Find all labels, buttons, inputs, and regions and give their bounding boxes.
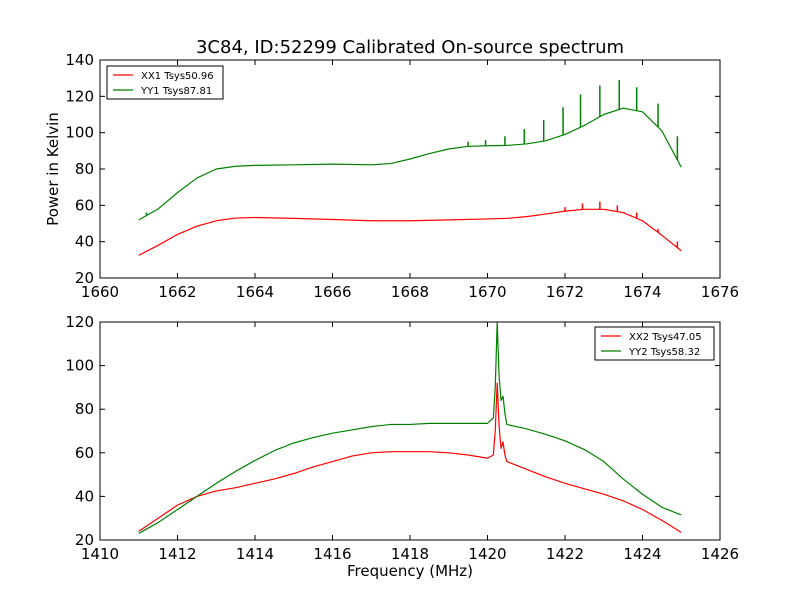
x-tick-label: 1676 (701, 283, 739, 301)
y-tick-label: 60 (75, 196, 94, 214)
y-tick-label: 100 (65, 357, 94, 375)
y-tick-label: 120 (65, 313, 94, 331)
y-tick-label: 120 (65, 87, 94, 105)
x-tick-label: 1672 (546, 283, 584, 301)
y-tick-label: 80 (75, 160, 94, 178)
chart-title: 3C84, ID:52299 Calibrated On-source spec… (196, 37, 624, 58)
legend-box (594, 326, 715, 361)
y-tick-label: 20 (75, 269, 94, 287)
plot-area (138, 322, 682, 534)
x-tick-label: 1414 (236, 545, 274, 563)
legend-label: XX1 Tsys50.96 (141, 71, 214, 82)
series-line-1 (138, 208, 682, 256)
x-tick-label: 1424 (623, 545, 661, 563)
y-tick-label: 140 (65, 51, 94, 69)
x-tick-label: 1422 (546, 545, 584, 563)
x-axis-label: Frequency (MHz) (347, 562, 473, 580)
series-line-1 (138, 382, 682, 533)
series-line-2 (138, 322, 682, 534)
legend: XX2 Tsys47.05 YY2 Tsys58.32 (594, 326, 715, 361)
y-tick-label: 100 (65, 124, 94, 142)
x-tick-label: 1668 (391, 283, 429, 301)
x-tick-label: 1420 (468, 545, 506, 563)
plot-area (138, 79, 682, 256)
x-tick-label: 1418 (391, 545, 429, 563)
y-tick-label: 60 (75, 444, 94, 462)
panel-2: 1410 1412 1414 1416 1418 1420 1422 1424 1426 20 40… (65, 313, 739, 580)
x-tick-label: 1674 (623, 283, 661, 301)
y-tick-label: 40 (75, 487, 94, 505)
x-tick-label: 1412 (158, 545, 196, 563)
y-tick-label: 40 (75, 233, 94, 251)
panel-1: 1660 1662 1664 1666 1668 1670 1672 1674 1676 20 40… (44, 51, 739, 301)
x-tick-label: 1660 (81, 283, 119, 301)
x-tick-label: 1664 (236, 283, 274, 301)
x-tick-label: 1662 (158, 283, 196, 301)
y-axis-label: Power in Kelvin (44, 112, 62, 226)
x-tick-label: 1416 (313, 545, 351, 563)
x-tick-label: 1426 (701, 545, 739, 563)
x-tick-label: 1666 (313, 283, 351, 301)
legend-label: YY1 Tsys87.81 (140, 86, 212, 97)
legend-label: YY2 Tsys58.32 (628, 347, 700, 358)
legend: XX1 Tsys50.96 YY1 Tsys87.81 (106, 65, 224, 100)
x-tick-label: 1410 (81, 545, 119, 563)
panels: 1660 1662 1664 1666 1668 1670 1672 1674 1676 20 40… (44, 51, 739, 580)
legend-label: XX2 Tsys47.05 (629, 332, 702, 343)
x-tick-label: 1670 (468, 283, 506, 301)
legend-box (106, 65, 224, 100)
y-tick-label: 80 (75, 400, 94, 418)
y-tick-label: 20 (75, 531, 94, 549)
